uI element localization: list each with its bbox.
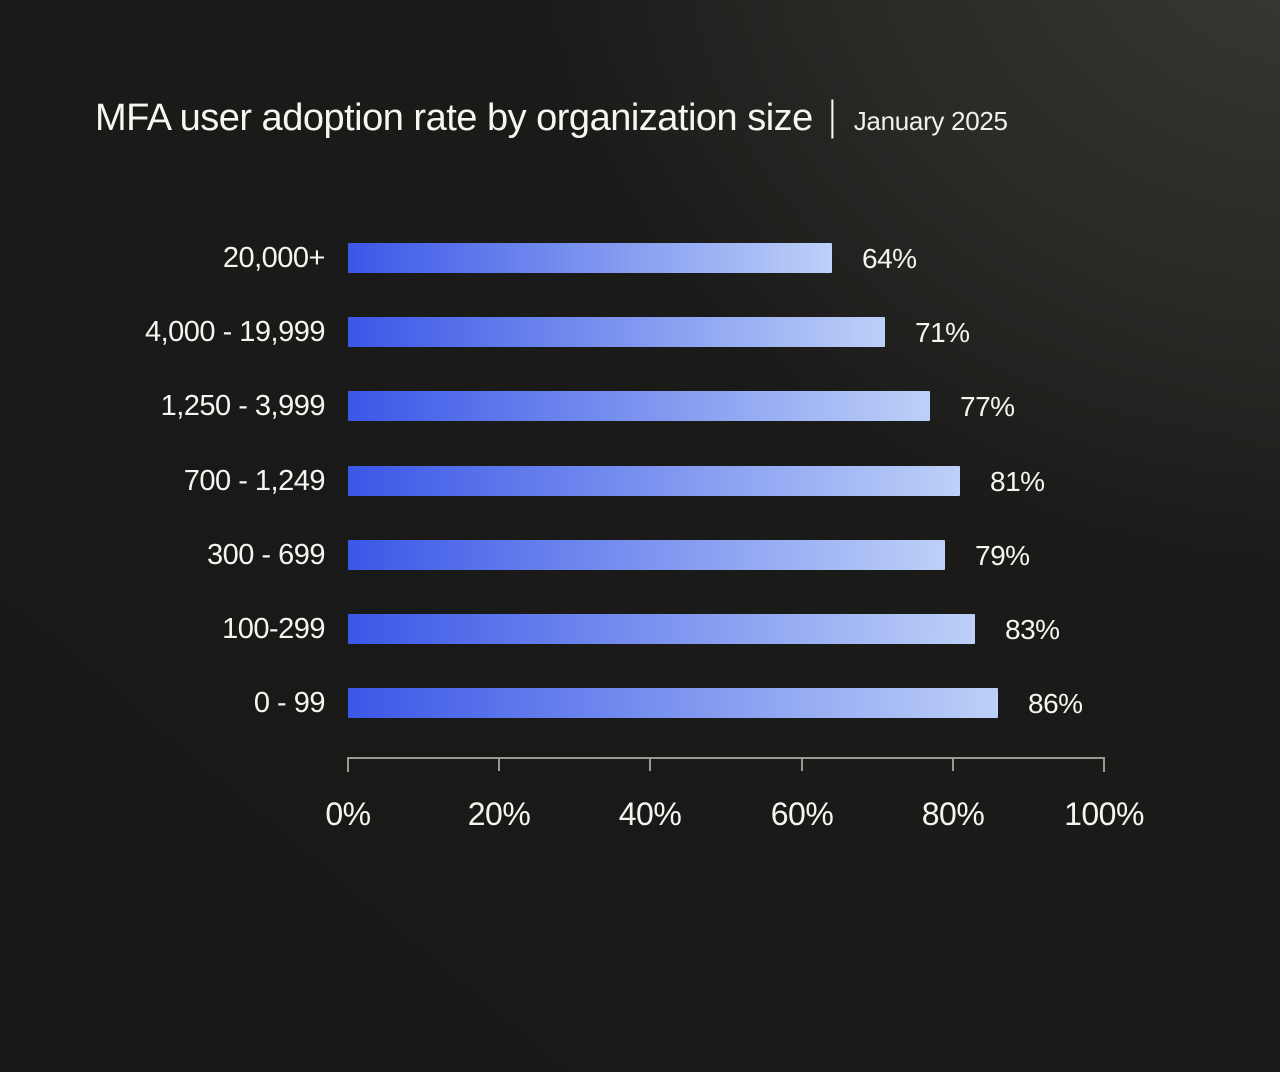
category-label: 20,000+ (222, 242, 326, 274)
chart-title: MFA user adoption rate by organization s… (95, 92, 1008, 140)
value-label: 64% (862, 243, 917, 274)
bar (348, 243, 832, 273)
x-axis-tick (1103, 757, 1105, 772)
x-axis-tick-label: 100% (1064, 796, 1144, 832)
category-label: 300 - 699 (206, 539, 326, 571)
value-label: 81% (990, 466, 1045, 497)
x-axis-tick-label: 20% (467, 796, 531, 832)
x-axis-tick-label: 40% (618, 796, 682, 832)
x-axis-tick (952, 757, 954, 771)
value-label: 77% (960, 391, 1015, 422)
x-axis-tick-label: 80% (921, 796, 985, 832)
x-axis-tick (498, 757, 500, 771)
category-label: 0 - 99 (253, 687, 326, 719)
bar (348, 688, 998, 718)
bar (348, 317, 885, 347)
value-label: 71% (915, 317, 970, 348)
bar (348, 391, 930, 421)
value-label: 79% (975, 540, 1030, 571)
x-axis-tick (801, 757, 803, 771)
x-axis-tick-label: 0% (325, 796, 371, 832)
x-axis-tick (649, 757, 651, 771)
chart-title-main: MFA user adoption rate by organization s… (95, 97, 813, 139)
x-axis-tick-label: 60% (770, 796, 834, 832)
x-axis-tick (347, 757, 349, 772)
bar (348, 466, 960, 496)
value-label: 86% (1028, 688, 1083, 719)
category-label: 1,250 - 3,999 (160, 390, 326, 422)
x-axis-line (348, 757, 1104, 759)
title-separator: | (828, 92, 836, 139)
category-label: 100-299 (222, 613, 325, 645)
category-label: 4,000 - 19,999 (144, 316, 326, 348)
category-label: 700 - 1,249 (183, 465, 326, 497)
value-label: 83% (1005, 614, 1060, 645)
bar (348, 614, 975, 644)
chart-subtitle: January 2025 (853, 106, 1008, 136)
bar (348, 540, 945, 570)
